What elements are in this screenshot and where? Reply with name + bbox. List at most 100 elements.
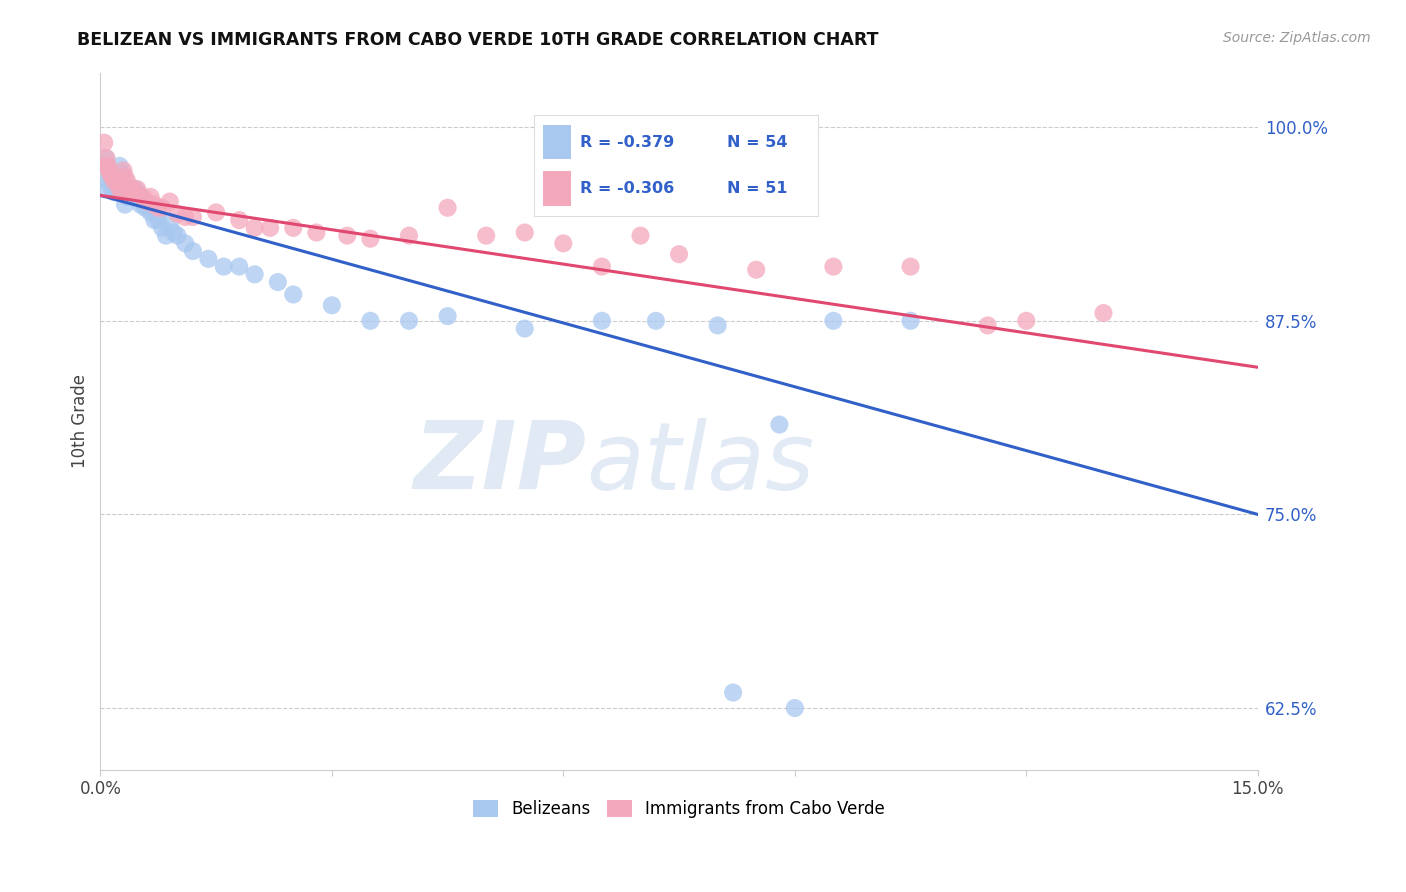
Point: [132, 190, 155, 204]
Point: [124, 182, 146, 196]
Point: [513, 226, 536, 240]
Point: [104, 174, 127, 188]
Point: [398, 228, 420, 243]
Point: [212, 260, 235, 274]
Point: [108, 159, 131, 173]
Point: [668, 247, 690, 261]
Point: [1015, 314, 1038, 328]
Point: [114, 169, 136, 184]
Legend: Belizeans, Immigrants from Cabo Verde: Belizeans, Immigrants from Cabo Verde: [467, 793, 891, 824]
Point: [553, 236, 575, 251]
Point: [823, 314, 845, 328]
Point: [267, 275, 290, 289]
Point: [103, 186, 125, 200]
Point: [134, 201, 156, 215]
Point: [101, 169, 124, 184]
Point: [150, 201, 173, 215]
Point: [159, 216, 181, 230]
Point: [436, 201, 458, 215]
Point: [977, 318, 1000, 333]
Point: [174, 236, 197, 251]
Point: [97, 159, 120, 173]
Point: [120, 182, 142, 196]
Point: [121, 182, 143, 196]
Point: [181, 210, 204, 224]
Point: [103, 174, 125, 188]
Point: [336, 228, 359, 243]
Point: [783, 701, 806, 715]
Text: Source: ZipAtlas.com: Source: ZipAtlas.com: [1223, 31, 1371, 45]
Point: [721, 685, 744, 699]
Point: [100, 167, 122, 181]
Point: [128, 190, 150, 204]
Point: [359, 314, 381, 328]
Point: [112, 186, 135, 200]
Point: [181, 244, 204, 259]
Point: [283, 220, 305, 235]
Point: [121, 190, 143, 204]
Point: [243, 220, 266, 235]
Point: [117, 190, 139, 204]
Point: [129, 197, 152, 211]
Point: [132, 194, 155, 209]
Point: [100, 169, 122, 184]
Point: [108, 182, 131, 196]
Y-axis label: 10th Grade: 10th Grade: [72, 375, 89, 468]
Point: [591, 314, 613, 328]
Text: atlas: atlas: [586, 417, 814, 508]
Point: [118, 182, 141, 196]
Point: [166, 228, 188, 243]
Point: [745, 262, 768, 277]
Text: BELIZEAN VS IMMIGRANTS FROM CABO VERDE 10TH GRADE CORRELATION CHART: BELIZEAN VS IMMIGRANTS FROM CABO VERDE 1…: [77, 31, 879, 49]
Point: [150, 220, 173, 235]
Point: [124, 186, 146, 200]
Point: [645, 314, 668, 328]
Point: [105, 174, 128, 188]
Point: [475, 228, 498, 243]
Point: [143, 213, 166, 227]
Point: [398, 314, 420, 328]
Point: [96, 159, 118, 173]
Point: [359, 232, 381, 246]
Point: [163, 226, 186, 240]
Point: [101, 182, 124, 196]
Point: [259, 220, 281, 235]
Point: [174, 210, 197, 224]
Point: [120, 186, 142, 200]
Point: [127, 186, 149, 200]
Point: [228, 260, 250, 274]
Point: [111, 186, 134, 200]
Point: [143, 197, 166, 211]
Point: [97, 174, 120, 188]
Point: [159, 194, 181, 209]
Point: [155, 228, 177, 243]
Point: [135, 197, 157, 211]
Point: [117, 174, 139, 188]
Point: [305, 226, 328, 240]
Point: [139, 190, 162, 204]
Point: [823, 260, 845, 274]
Point: [148, 201, 170, 215]
Point: [243, 268, 266, 282]
Point: [513, 321, 536, 335]
Point: [283, 287, 305, 301]
Point: [93, 182, 115, 196]
Point: [127, 182, 149, 196]
Point: [228, 213, 250, 227]
Point: [706, 318, 728, 333]
Point: [98, 167, 121, 181]
Point: [114, 197, 136, 211]
Point: [94, 151, 117, 165]
Point: [93, 136, 115, 150]
Point: [94, 159, 117, 173]
Point: [112, 163, 135, 178]
Point: [768, 417, 790, 432]
Point: [1092, 306, 1115, 320]
Point: [139, 205, 162, 219]
Point: [321, 298, 343, 312]
Point: [436, 309, 458, 323]
Point: [900, 260, 922, 274]
Point: [166, 207, 188, 221]
Point: [900, 314, 922, 328]
Point: [591, 260, 613, 274]
